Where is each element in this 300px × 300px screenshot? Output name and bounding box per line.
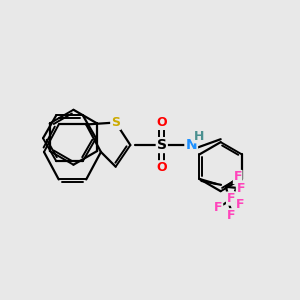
- Text: F: F: [236, 182, 245, 195]
- Text: F: F: [226, 192, 235, 205]
- Text: O: O: [157, 161, 167, 174]
- Text: H: H: [194, 130, 204, 143]
- Text: F: F: [227, 209, 236, 222]
- Text: N: N: [185, 138, 197, 152]
- Text: O: O: [157, 116, 167, 129]
- Text: F: F: [214, 201, 223, 214]
- Text: F: F: [236, 198, 244, 211]
- Text: S: S: [111, 116, 120, 129]
- Text: S: S: [157, 138, 167, 152]
- Text: F: F: [233, 170, 242, 184]
